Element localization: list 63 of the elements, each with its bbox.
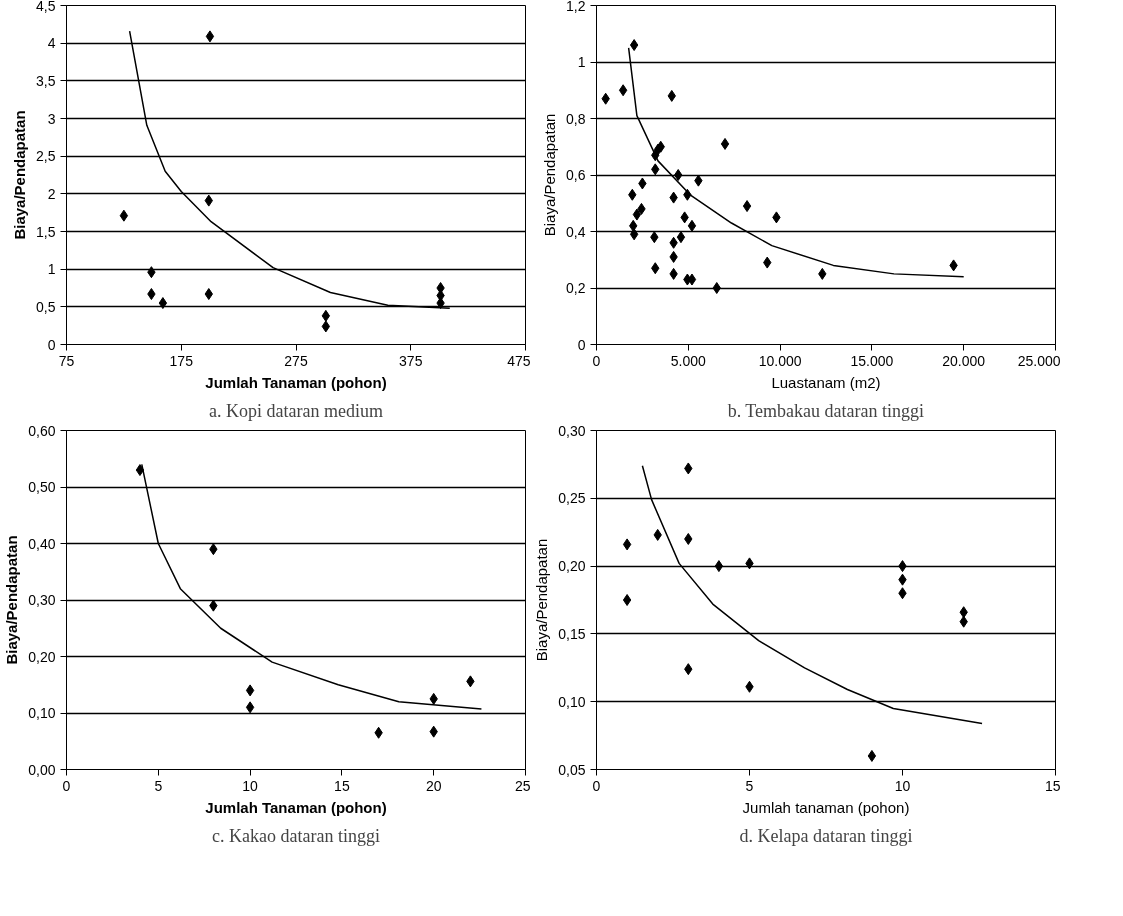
y-axis-title: Biaya/Pendapatan xyxy=(541,113,559,237)
y-axis-title: Biaya/Pendapatan xyxy=(533,538,551,662)
y-tick-label: 1 xyxy=(577,54,586,70)
x-tick-label: 10 xyxy=(242,777,259,794)
y-tick-label: 0,05 xyxy=(558,761,586,778)
x-tick-label: 5 xyxy=(154,777,163,794)
y-tick-label: 3 xyxy=(47,110,56,127)
text: b. Tembakau dataran tinggi xyxy=(727,400,925,421)
y-tick-label: 2,5 xyxy=(36,148,56,165)
x-tick-label: 25.000 xyxy=(1017,352,1061,369)
y-tick-label: 0,6 xyxy=(566,167,586,183)
y-tick-label: 0,25 xyxy=(558,490,586,507)
x-tick-label: 275 xyxy=(284,352,308,369)
y-tick-label: 0,10 xyxy=(28,705,56,721)
x-axis-title: Jumlah Tanaman (pohon) xyxy=(205,373,387,391)
text: a. Kopi dataran medium xyxy=(209,400,383,421)
y-tick-label: 4,5 xyxy=(36,0,56,14)
y-tick-label: 1 xyxy=(47,261,56,278)
y-tick-label: 0,40 xyxy=(28,535,56,552)
x-tick-label: 25 xyxy=(514,777,531,794)
x-tick-label: 0 xyxy=(592,777,601,794)
y-tick-label: 0,30 xyxy=(28,592,56,608)
x-tick-label: 175 xyxy=(169,352,194,369)
x-tick-label: 15 xyxy=(334,777,350,794)
text: c. Kakao dataran tinggi xyxy=(212,825,380,846)
y-tick-label: 0,60 xyxy=(28,422,56,439)
x-tick-label: 375 xyxy=(399,352,423,369)
y-tick-label: 0,00 xyxy=(28,761,56,778)
y-tick-label: 0,2 xyxy=(566,280,586,296)
x-tick-label: 75 xyxy=(58,352,75,369)
y-tick-label: 0,5 xyxy=(36,298,56,315)
x-tick-label: 15 xyxy=(1044,777,1061,794)
x-tick-label: 0 xyxy=(62,777,71,794)
y-tick-label: 0 xyxy=(577,336,586,353)
x-tick-label: 5 xyxy=(745,777,754,794)
y-tick-label: 2 xyxy=(47,185,56,202)
x-tick-label: 20.000 xyxy=(942,352,986,369)
x-tick-label: 5.000 xyxy=(670,352,707,369)
y-tick-label: 3,5 xyxy=(36,72,56,89)
y-tick-label: 0,30 xyxy=(558,422,586,439)
x-tick-label: 475 xyxy=(507,352,531,369)
y-tick-label: 0,10 xyxy=(558,693,586,710)
x-tick-label: 15.000 xyxy=(850,352,894,369)
y-tick-label: 1,2 xyxy=(566,0,586,14)
y-tick-label: 0,4 xyxy=(566,223,586,240)
text: d. Kelapa dataran tinggi xyxy=(739,825,913,846)
y-tick-label: 0,8 xyxy=(566,110,586,127)
x-axis-title: Jumlah tanaman (pohon) xyxy=(742,798,910,816)
x-axis-title: Jumlah Tanaman (pohon) xyxy=(205,798,387,816)
y-axis-title: Biaya/Pendapatan xyxy=(11,110,29,240)
y-tick-label: 0,20 xyxy=(28,648,56,665)
x-tick-label: 0 xyxy=(592,352,601,369)
y-tick-label: 0,20 xyxy=(558,558,586,575)
y-tick-label: 0 xyxy=(47,336,56,353)
x-tick-label: 10.000 xyxy=(758,352,802,369)
y-axis-title: Biaya/Pendapatan xyxy=(3,535,21,665)
y-tick-label: 0,15 xyxy=(558,625,586,642)
x-tick-label: 20 xyxy=(425,777,442,794)
x-axis-title: Luastanam (m2) xyxy=(771,373,881,391)
x-tick-label: 10 xyxy=(894,777,911,794)
y-tick-label: 0,50 xyxy=(28,479,56,495)
y-tick-label: 4 xyxy=(47,35,56,52)
y-tick-label: 1,5 xyxy=(36,223,56,240)
